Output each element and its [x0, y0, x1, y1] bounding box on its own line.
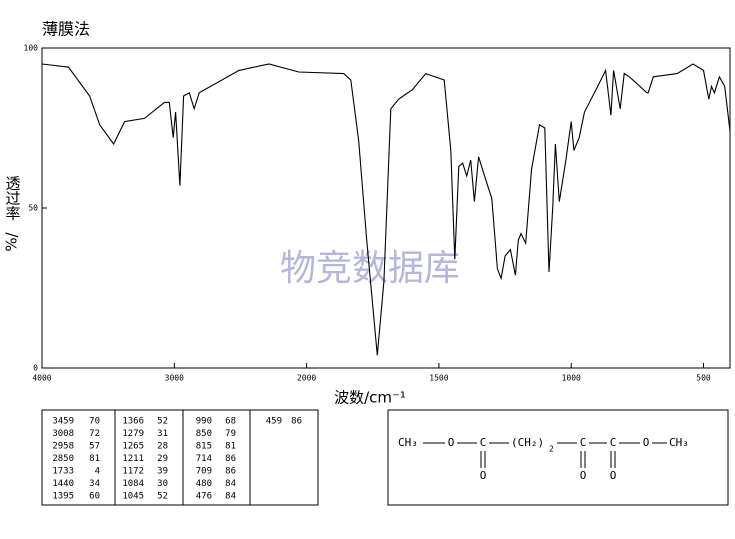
peak-wavenumber: 2958 — [52, 442, 74, 452]
peak-transmittance: 31 — [157, 429, 168, 439]
atom: (CH₂) — [511, 436, 544, 449]
atom: O — [480, 469, 487, 482]
peak-transmittance: 84 — [225, 492, 236, 502]
subscript: 2 — [549, 445, 554, 454]
peak-transmittance: 57 — [89, 442, 100, 452]
peak-transmittance: 81 — [225, 442, 236, 452]
x-tick-label: 3000 — [165, 374, 184, 383]
peak-wavenumber: 709 — [196, 467, 212, 477]
atom: O — [448, 436, 455, 449]
peak-wavenumber: 3459 — [52, 417, 74, 427]
peak-wavenumber: 1172 — [122, 467, 144, 477]
peak-wavenumber: 2850 — [52, 454, 74, 464]
atom: CH₃ — [398, 436, 418, 449]
peak-wavenumber: 1366 — [122, 417, 144, 427]
peak-wavenumber: 714 — [196, 454, 212, 464]
peak-transmittance: 34 — [89, 479, 100, 489]
peak-wavenumber: 850 — [196, 429, 212, 439]
x-tick-label: 1000 — [562, 374, 581, 383]
peak-wavenumber: 1084 — [122, 479, 144, 489]
peak-wavenumber: 990 — [196, 417, 212, 427]
y-axis-label: 透过率 — [4, 176, 22, 221]
peak-wavenumber: 480 — [196, 479, 212, 489]
peak-wavenumber: 3008 — [52, 429, 74, 439]
atom: O — [580, 469, 587, 482]
peak-transmittance: 70 — [89, 417, 100, 427]
plot-frame — [41, 47, 731, 369]
peak-transmittance: 84 — [225, 479, 236, 489]
x-tick-label: 4000 — [32, 374, 51, 383]
peak-wavenumber: 476 — [196, 492, 212, 502]
structure — [387, 409, 729, 506]
y-axis-unit: %/ — [3, 231, 21, 251]
structure-frame — [387, 409, 729, 506]
peak-wavenumber: 1211 — [122, 454, 144, 464]
table-frame — [41, 409, 319, 506]
peak-wavenumber: 459 — [266, 417, 282, 427]
peak-transmittance: 86 — [225, 454, 236, 464]
peak-transmittance: 4 — [95, 467, 100, 477]
y-tick-label: 0 — [33, 364, 38, 373]
peak-transmittance: 68 — [225, 417, 236, 427]
peak-transmittance: 86 — [291, 417, 302, 427]
peak-table — [41, 409, 319, 506]
spectrum-line — [41, 63, 731, 356]
peak-transmittance: 72 — [89, 429, 100, 439]
peak-wavenumber: 815 — [196, 442, 212, 452]
peak-transmittance: 28 — [157, 442, 168, 452]
atom: C — [480, 436, 487, 449]
peak-wavenumber: 1045 — [122, 492, 144, 502]
chart-title: 薄膜法 — [42, 20, 90, 39]
peak-transmittance: 29 — [157, 454, 168, 464]
peak-transmittance: 30 — [157, 479, 168, 489]
x-axis-label: 波数/cm⁻¹ — [334, 389, 406, 407]
x-tick-label: 500 — [696, 374, 711, 383]
peak-transmittance: 60 — [89, 492, 100, 502]
peak-transmittance: 81 — [89, 454, 100, 464]
atom: O — [643, 436, 650, 449]
peak-wavenumber: 1395 — [52, 492, 74, 502]
x-tick-label: 1500 — [429, 374, 448, 383]
watermark: 物竞数据库 — [280, 248, 460, 289]
peak-wavenumber: 1733 — [52, 467, 74, 477]
y-tick-label: 50 — [28, 204, 38, 213]
peak-transmittance: 79 — [225, 429, 236, 439]
peak-transmittance: 39 — [157, 467, 168, 477]
atom: C — [610, 436, 617, 449]
peak-wavenumber: 1265 — [122, 442, 144, 452]
atom: C — [580, 436, 587, 449]
x-tick-label: 2000 — [297, 374, 316, 383]
y-tick-label: 100 — [24, 44, 39, 53]
peak-transmittance: 86 — [225, 467, 236, 477]
peak-transmittance: 52 — [157, 417, 168, 427]
peak-wavenumber: 1440 — [52, 479, 74, 489]
atom: CH₃ — [669, 436, 689, 449]
atom: O — [610, 469, 617, 482]
peak-transmittance: 52 — [157, 492, 168, 502]
peak-wavenumber: 1279 — [122, 429, 144, 439]
